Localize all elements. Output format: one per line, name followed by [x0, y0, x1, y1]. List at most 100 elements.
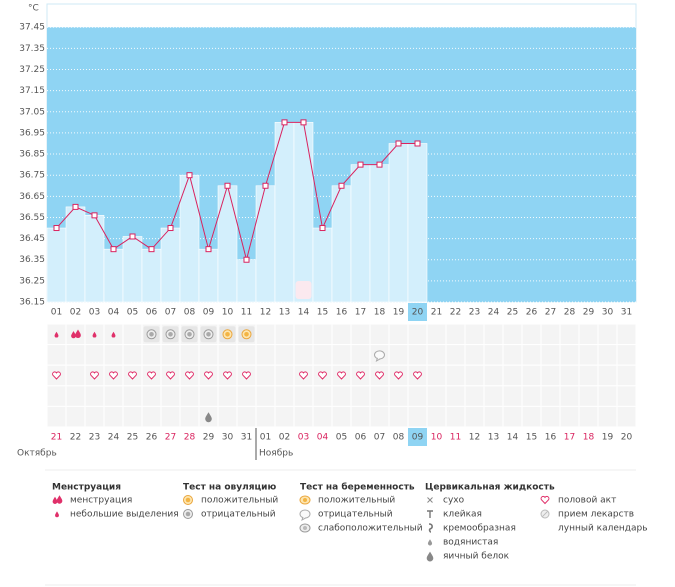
spotting-part	[111, 331, 116, 338]
symbol-cell	[122, 385, 143, 407]
temperature-column	[293, 122, 314, 303]
test-positive-part	[225, 332, 230, 337]
preg-negative-part	[301, 516, 307, 522]
symbol-cell	[578, 405, 599, 428]
cycle-day-label: 30	[602, 308, 614, 318]
cycle-day-label: 23	[469, 308, 480, 318]
legend-label: сухо	[443, 496, 465, 506]
symbol-cell	[198, 385, 219, 407]
symbol-cell	[179, 344, 200, 366]
symbol-cell	[255, 364, 276, 387]
test-negative-part	[206, 332, 211, 337]
symbol-bg	[295, 281, 312, 299]
legend-label: прием лекарств	[558, 510, 634, 520]
symbol-cell	[46, 344, 67, 366]
temperature-column	[369, 164, 390, 303]
temperature-point	[319, 225, 326, 232]
y-tick-label: 36.55	[19, 213, 45, 223]
date-label: 26	[146, 433, 158, 443]
y-tick-label: 36.45	[19, 234, 45, 244]
symbol-cell	[236, 405, 257, 428]
symbol-cell	[483, 385, 504, 407]
date-label: 23	[89, 433, 100, 443]
temperature-point	[395, 140, 402, 147]
date-label: 22	[70, 433, 81, 443]
symbol-cell	[369, 405, 390, 428]
symbol-cell	[122, 344, 143, 366]
symbol-cell	[559, 323, 580, 346]
symbol-cell	[559, 364, 580, 387]
symbol-cell	[616, 405, 637, 428]
intercourse-icon	[337, 371, 346, 380]
symbol-cell	[84, 405, 105, 428]
cycle-day-label: 08	[184, 308, 196, 318]
temperature-point	[110, 246, 117, 253]
temperature-column	[217, 185, 238, 303]
cycle-day-label: 03	[89, 308, 100, 318]
intercourse-part	[52, 371, 61, 380]
symbol-cell	[331, 385, 352, 407]
temperature-column	[84, 215, 105, 303]
intercourse-part	[337, 371, 346, 380]
symbol-cell	[369, 385, 390, 407]
watery-part	[427, 539, 433, 546]
intercourse-part	[356, 371, 365, 380]
cycle-day-label: 19	[393, 308, 405, 318]
preg-positive-part	[303, 498, 307, 502]
temperature-column	[407, 143, 428, 303]
symbol-cell	[160, 344, 181, 366]
date-label: 01	[260, 433, 271, 443]
y-tick-label: 36.65	[19, 192, 45, 202]
symbol-cell	[236, 344, 257, 366]
symbol-cell	[502, 385, 523, 407]
date-label: 08	[393, 433, 405, 443]
symbol-cell	[521, 385, 542, 407]
symbol-cell	[445, 323, 466, 346]
symbol-cell	[578, 364, 599, 387]
preg-positive-icon	[299, 495, 311, 505]
cycle-day-label: 14	[298, 308, 310, 318]
legend-label: половой акт	[558, 496, 616, 506]
test-positive-part	[185, 497, 191, 503]
legend-title: Тест на беременность	[300, 482, 415, 493]
intercourse-part	[204, 371, 213, 380]
legend-label: отрицательный	[318, 510, 393, 520]
cycle-day-label: 09	[203, 308, 215, 318]
symbol-cell	[616, 385, 637, 407]
egg-white-part	[426, 551, 434, 562]
symbol-cell	[103, 385, 124, 407]
symbol-cell	[445, 344, 466, 366]
creamy-part	[428, 523, 433, 533]
date-label: 13	[488, 433, 499, 443]
preg-negative-icon	[299, 509, 311, 522]
current-date-bg	[408, 428, 427, 446]
cycle-day-label: 26	[526, 308, 538, 318]
cycle-day-label: 02	[70, 308, 81, 318]
legend-label: небольшие выделения	[70, 510, 179, 520]
symbol-cell	[540, 323, 561, 346]
spotting-icon	[111, 331, 116, 338]
symbol-cell	[407, 344, 428, 366]
symbol-cell	[597, 364, 618, 387]
symbol-cell	[274, 385, 295, 407]
symbol-cell	[559, 405, 580, 428]
date-label: 31	[241, 433, 252, 443]
symbol-cell	[46, 405, 67, 428]
y-tick-label: 37.45	[19, 23, 45, 33]
cycle-day-label: 05	[127, 308, 138, 318]
dry-icon	[427, 497, 433, 503]
legend-label: положительный	[318, 496, 395, 506]
date-label: 18	[583, 433, 595, 443]
y-tick-label: 37.35	[19, 44, 45, 54]
temperature-column	[255, 185, 276, 303]
cycle-day-label: 15	[317, 308, 328, 318]
cycle-day-label: 21	[431, 308, 442, 318]
symbol-cell	[141, 405, 162, 428]
preg-weak-part	[303, 526, 307, 530]
y-tick-label: 36.25	[19, 276, 45, 286]
symbol-cell	[236, 385, 257, 407]
cycle-day-label: 29	[583, 308, 595, 318]
date-label: 06	[355, 433, 367, 443]
temperature-column	[103, 248, 124, 303]
symbol-cell	[274, 344, 295, 366]
